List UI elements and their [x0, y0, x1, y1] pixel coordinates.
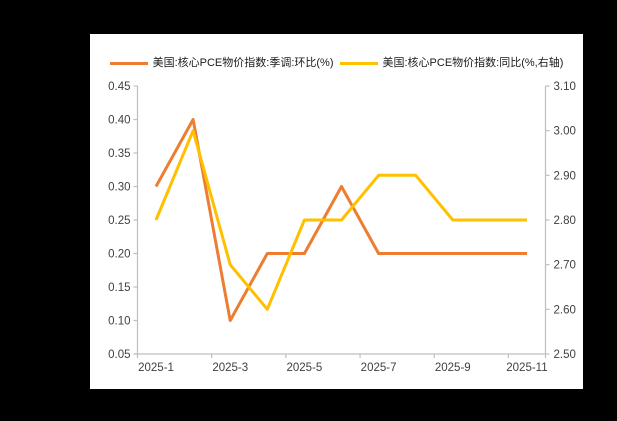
- right-axis-tick-label: 2.80: [554, 215, 576, 227]
- left-axis-tick-label: 0.10: [108, 316, 130, 328]
- chart-panel: 美国:核心PCE物价指数:季调:环比(%) 美国:核心PCE物价指数:同比(%,…: [90, 34, 583, 389]
- left-axis-tick-label: 0.35: [108, 148, 130, 160]
- x-axis-tick-label: 2025-9: [435, 362, 471, 374]
- series-line-mom: [154, 118, 527, 322]
- right-axis-tick-label: 2.70: [554, 260, 576, 272]
- left-axis-tick-label: 0.45: [108, 81, 130, 93]
- legend: 美国:核心PCE物价指数:季调:环比(%) 美国:核心PCE物价指数:同比(%,…: [90, 56, 583, 70]
- right-axis-tick-label: 2.50: [554, 349, 576, 361]
- legend-item-yoy: 美国:核心PCE物价指数:同比(%,右轴): [339, 56, 564, 70]
- legend-line-swatch-yoy: [339, 61, 378, 65]
- legend-item-mom: 美国:核心PCE物价指数:季调:环比(%): [109, 56, 334, 70]
- right-axis-tick-label: 2.60: [554, 304, 576, 316]
- right-axis-tick-label: 2.90: [554, 170, 576, 182]
- legend-label-mom: 美国:核心PCE物价指数:季调:环比(%): [152, 57, 334, 69]
- left-axis-tick-label: 0.40: [108, 115, 130, 127]
- x-axis-tick-label: 2025-11: [506, 362, 547, 374]
- left-axis-tick-label: 0.15: [108, 282, 130, 294]
- x-axis-tick-label: 2025-5: [287, 362, 323, 374]
- left-axis-tick-label: 0.30: [108, 182, 130, 194]
- legend-line-swatch-mom: [109, 61, 148, 65]
- left-axis-tick-label: 0.25: [108, 215, 130, 227]
- left-axis-tick-label: 0.20: [108, 249, 130, 261]
- x-axis-tick-label: 2025-7: [361, 362, 397, 374]
- right-axis-tick-label: 3.00: [554, 126, 576, 138]
- series-line-yoy: [154, 129, 527, 311]
- legend-label-yoy: 美国:核心PCE物价指数:同比(%,右轴): [382, 57, 564, 69]
- x-axis-tick-label: 2025-1: [138, 362, 174, 374]
- left-axis-tick-label: 0.05: [108, 349, 130, 361]
- x-axis-tick-label: 2025-3: [212, 362, 248, 374]
- right-axis-tick-label: 3.10: [554, 81, 576, 93]
